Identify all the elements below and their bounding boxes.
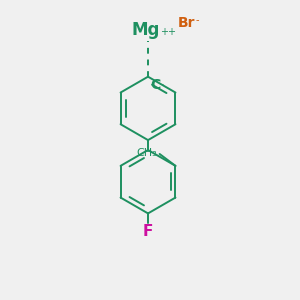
Text: C: C <box>150 78 160 92</box>
Text: ++: ++ <box>160 27 176 37</box>
Text: CH₃: CH₃ <box>136 148 157 158</box>
Text: Br: Br <box>178 16 195 30</box>
Text: F: F <box>143 224 153 239</box>
Text: -: - <box>160 79 164 89</box>
Text: Mg: Mg <box>132 21 160 39</box>
Text: -: - <box>196 15 199 25</box>
